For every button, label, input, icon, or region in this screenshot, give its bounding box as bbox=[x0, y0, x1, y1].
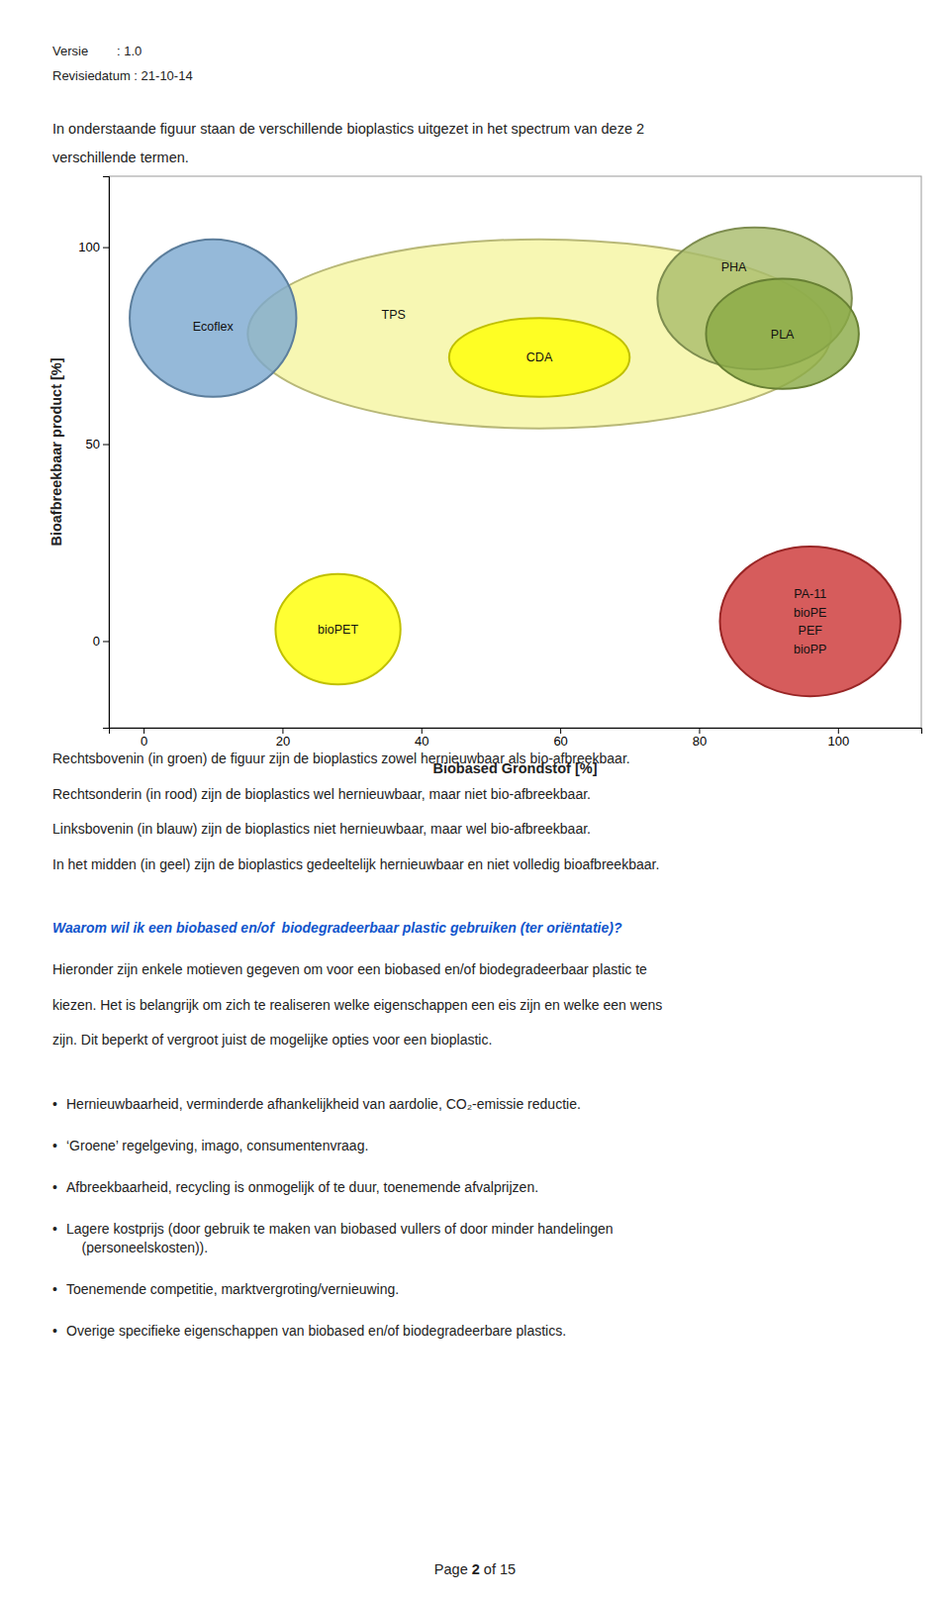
revision-text: Revisiedatum : 21-10-14 bbox=[52, 68, 193, 84]
body-line: kiezen. Het is belangrijk om zich te rea… bbox=[52, 996, 663, 1013]
y-tick-label: 0 bbox=[93, 633, 100, 649]
blue-heading: Waarom wil ik een biobased en/of biodegr… bbox=[52, 919, 623, 936]
bullet-symbol: • bbox=[52, 1178, 58, 1195]
description-line: Rechtsbovenin (in groen) de figuur zijn … bbox=[52, 750, 631, 766]
y-tick-label: 100 bbox=[78, 239, 100, 255]
x-tick-label: 100 bbox=[827, 733, 850, 749]
bullet-point: Afbreekbaarheid, recycling is onmogelijk… bbox=[66, 1178, 539, 1195]
ellipse-labels: Ecoflex TPS CDA PHA PLA bioPET PA-11bioPEPEFbi… bbox=[192, 260, 828, 657]
y-tick-mark bbox=[102, 247, 109, 249]
x-tick-mark bbox=[421, 727, 423, 734]
x-tick-label: 40 bbox=[414, 733, 429, 749]
ellipse bbox=[449, 317, 630, 397]
version-text: Versie : 1.0 bbox=[52, 43, 142, 59]
plot-frame bbox=[108, 176, 922, 728]
bullet-symbol: • bbox=[52, 1220, 58, 1236]
x-axis-line bbox=[109, 728, 923, 735]
ellipse-label: PLA bbox=[770, 327, 795, 342]
y-axis: 0 50 100 bbox=[78, 177, 109, 729]
x-tick-mark bbox=[143, 727, 145, 734]
intro-line: verschillende termen. bbox=[52, 149, 190, 166]
x-tick: 0 bbox=[140, 727, 148, 749]
x-tick-label: 60 bbox=[553, 733, 568, 749]
y-axis-title: Bioafbreekbaar product [%] bbox=[48, 357, 65, 546]
bullet-point: Toenemende competitie, marktvergroting/v… bbox=[66, 1280, 399, 1297]
ellipse bbox=[705, 278, 858, 388]
chart: 020406080100050100Biobased Grondstof [%]… bbox=[48, 176, 923, 776]
y-tick-mark bbox=[102, 444, 109, 446]
ellipses bbox=[129, 227, 901, 696]
x-tick-mark bbox=[698, 727, 700, 734]
bullet-point: ‘Groene’ regelgeving, imago, consumenten… bbox=[66, 1137, 369, 1153]
ellipse-label: PA-11bioPEPEFbioPP bbox=[793, 586, 827, 657]
x-tick-label: 20 bbox=[276, 733, 290, 749]
x-tick-mark bbox=[282, 727, 284, 734]
body-line: Hieronder zijn enkele motieven gegeven o… bbox=[52, 960, 648, 977]
bullet-point: Overige specifieke eigenschappen van bio… bbox=[66, 1322, 567, 1338]
footer-page-of: of 15 bbox=[479, 1560, 516, 1577]
description-line: Rechtsonderin (in rood) zijn de bioplast… bbox=[52, 785, 591, 802]
ellipse bbox=[129, 239, 296, 397]
x-tick-label: 80 bbox=[692, 733, 707, 749]
y-tick-label: 50 bbox=[86, 436, 100, 452]
page-footer: Page 2 of 15 bbox=[434, 1560, 516, 1577]
x-tick-mark bbox=[560, 727, 562, 734]
y-tick: 0 bbox=[93, 633, 109, 649]
footer-page-num: 2 bbox=[472, 1560, 480, 1577]
footer-page: Page bbox=[434, 1560, 473, 1577]
x-tick: 20 bbox=[276, 727, 290, 749]
description-line: In het midden (in geel) zijn de bioplast… bbox=[52, 855, 660, 872]
ellipse bbox=[275, 573, 400, 684]
y-tick: 100 bbox=[78, 239, 109, 255]
x-tick-mark bbox=[838, 727, 840, 734]
x-axis: 0 20 40 60 80 100 bbox=[109, 727, 923, 749]
bullet-point: Lagere kostprijs (door gebruik te maken … bbox=[66, 1220, 614, 1255]
description-line: Linksbovenin (in blauw) zijn de bioplast… bbox=[52, 820, 591, 837]
x-tick: 60 bbox=[553, 727, 568, 749]
x-tick: 80 bbox=[692, 727, 707, 749]
bullet-symbol: • bbox=[52, 1322, 58, 1338]
ellipse-label: TPS bbox=[381, 307, 406, 322]
ellipse-label: PHA bbox=[721, 260, 748, 275]
ellipse-label: Ecoflex bbox=[192, 319, 235, 334]
x-tick-label: 0 bbox=[140, 733, 148, 749]
bullet-point: Hernieuwbaarheid, verminderde afhankelij… bbox=[66, 1095, 581, 1112]
intro-line: In onderstaande figuur staan de verschil… bbox=[52, 120, 645, 137]
ellipse-label: CDA bbox=[526, 350, 554, 365]
y-axis-line bbox=[102, 177, 110, 729]
bullet-symbol: • bbox=[52, 1095, 58, 1112]
page: Versie : 1.0 Revisiedatum : 21-10-14 In on… bbox=[0, 0, 950, 1600]
ellipse bbox=[720, 546, 901, 696]
ellipse-label: bioPET bbox=[317, 622, 359, 637]
y-tick: 50 bbox=[86, 436, 109, 452]
x-tick: 100 bbox=[827, 727, 850, 749]
bullet-symbol: • bbox=[52, 1137, 58, 1153]
y-tick-mark bbox=[102, 640, 109, 642]
body-line: zijn. Dit beperkt of vergroot juist de m… bbox=[52, 1031, 492, 1047]
x-tick: 40 bbox=[414, 727, 429, 749]
bullet-symbol: • bbox=[52, 1280, 58, 1297]
